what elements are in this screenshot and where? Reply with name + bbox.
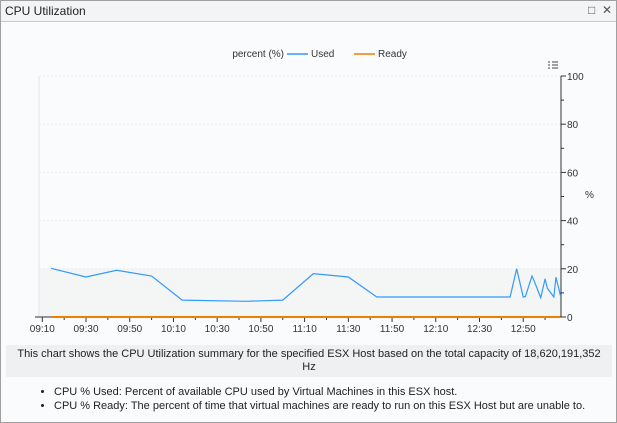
legend-label-ready: Ready (378, 49, 407, 60)
chart-description: This chart shows the CPU Utilization sum… (6, 345, 612, 377)
x-tick-label: 12:50 (511, 324, 536, 335)
x-tick-label: 11:30 (336, 324, 361, 335)
cpu-chart: 0 20 40 60 80 100% 09:10 09:30 09:50 10:10 10:30 10… (30, 49, 594, 335)
x-tick-label: 11:10 (292, 324, 317, 335)
note-item: CPU % Ready: The percent of time that vi… (54, 399, 612, 413)
x-tick-label: 09:10 (30, 324, 55, 335)
y-tick-label: 100 (567, 72, 584, 83)
legend-title: percent (%) (232, 49, 284, 60)
x-tick-label: 12:10 (423, 324, 448, 335)
x-tick-label: 10:10 (161, 324, 186, 335)
title-bar: CPU Utilization □ ✕ (1, 1, 616, 22)
close-icon[interactable]: ✕ (602, 3, 613, 17)
y-tick-label: 60 (567, 168, 579, 179)
y-axis-label: % (585, 190, 594, 201)
x-tick-label: 11:50 (380, 324, 405, 335)
notes-list: CPU % Used: Percent of available CPU use… (6, 385, 612, 413)
chart-footer: This chart shows the CPU Utilization sum… (6, 345, 612, 413)
y-tick-label: 40 (567, 217, 579, 228)
y-tick-label: 0 (567, 313, 573, 324)
plot-band (39, 268, 561, 317)
legend-label-used: Used (311, 49, 334, 60)
x-tick-label: 10:50 (248, 324, 273, 335)
x-tick-label: 12:30 (467, 324, 492, 335)
series-line-used (50, 267, 561, 302)
y-tick-label: 20 (567, 265, 579, 276)
maximize-icon[interactable]: □ (588, 3, 596, 17)
y-tick-label: 80 (567, 120, 579, 131)
panel-title: CPU Utilization (5, 4, 86, 18)
x-tick-label: 10:30 (205, 324, 230, 335)
note-item: CPU % Used: Percent of available CPU use… (54, 385, 612, 399)
chart-menu-icon[interactable] (548, 61, 558, 69)
x-tick-label: 09:30 (74, 324, 99, 335)
x-tick-label: 09:50 (117, 324, 142, 335)
